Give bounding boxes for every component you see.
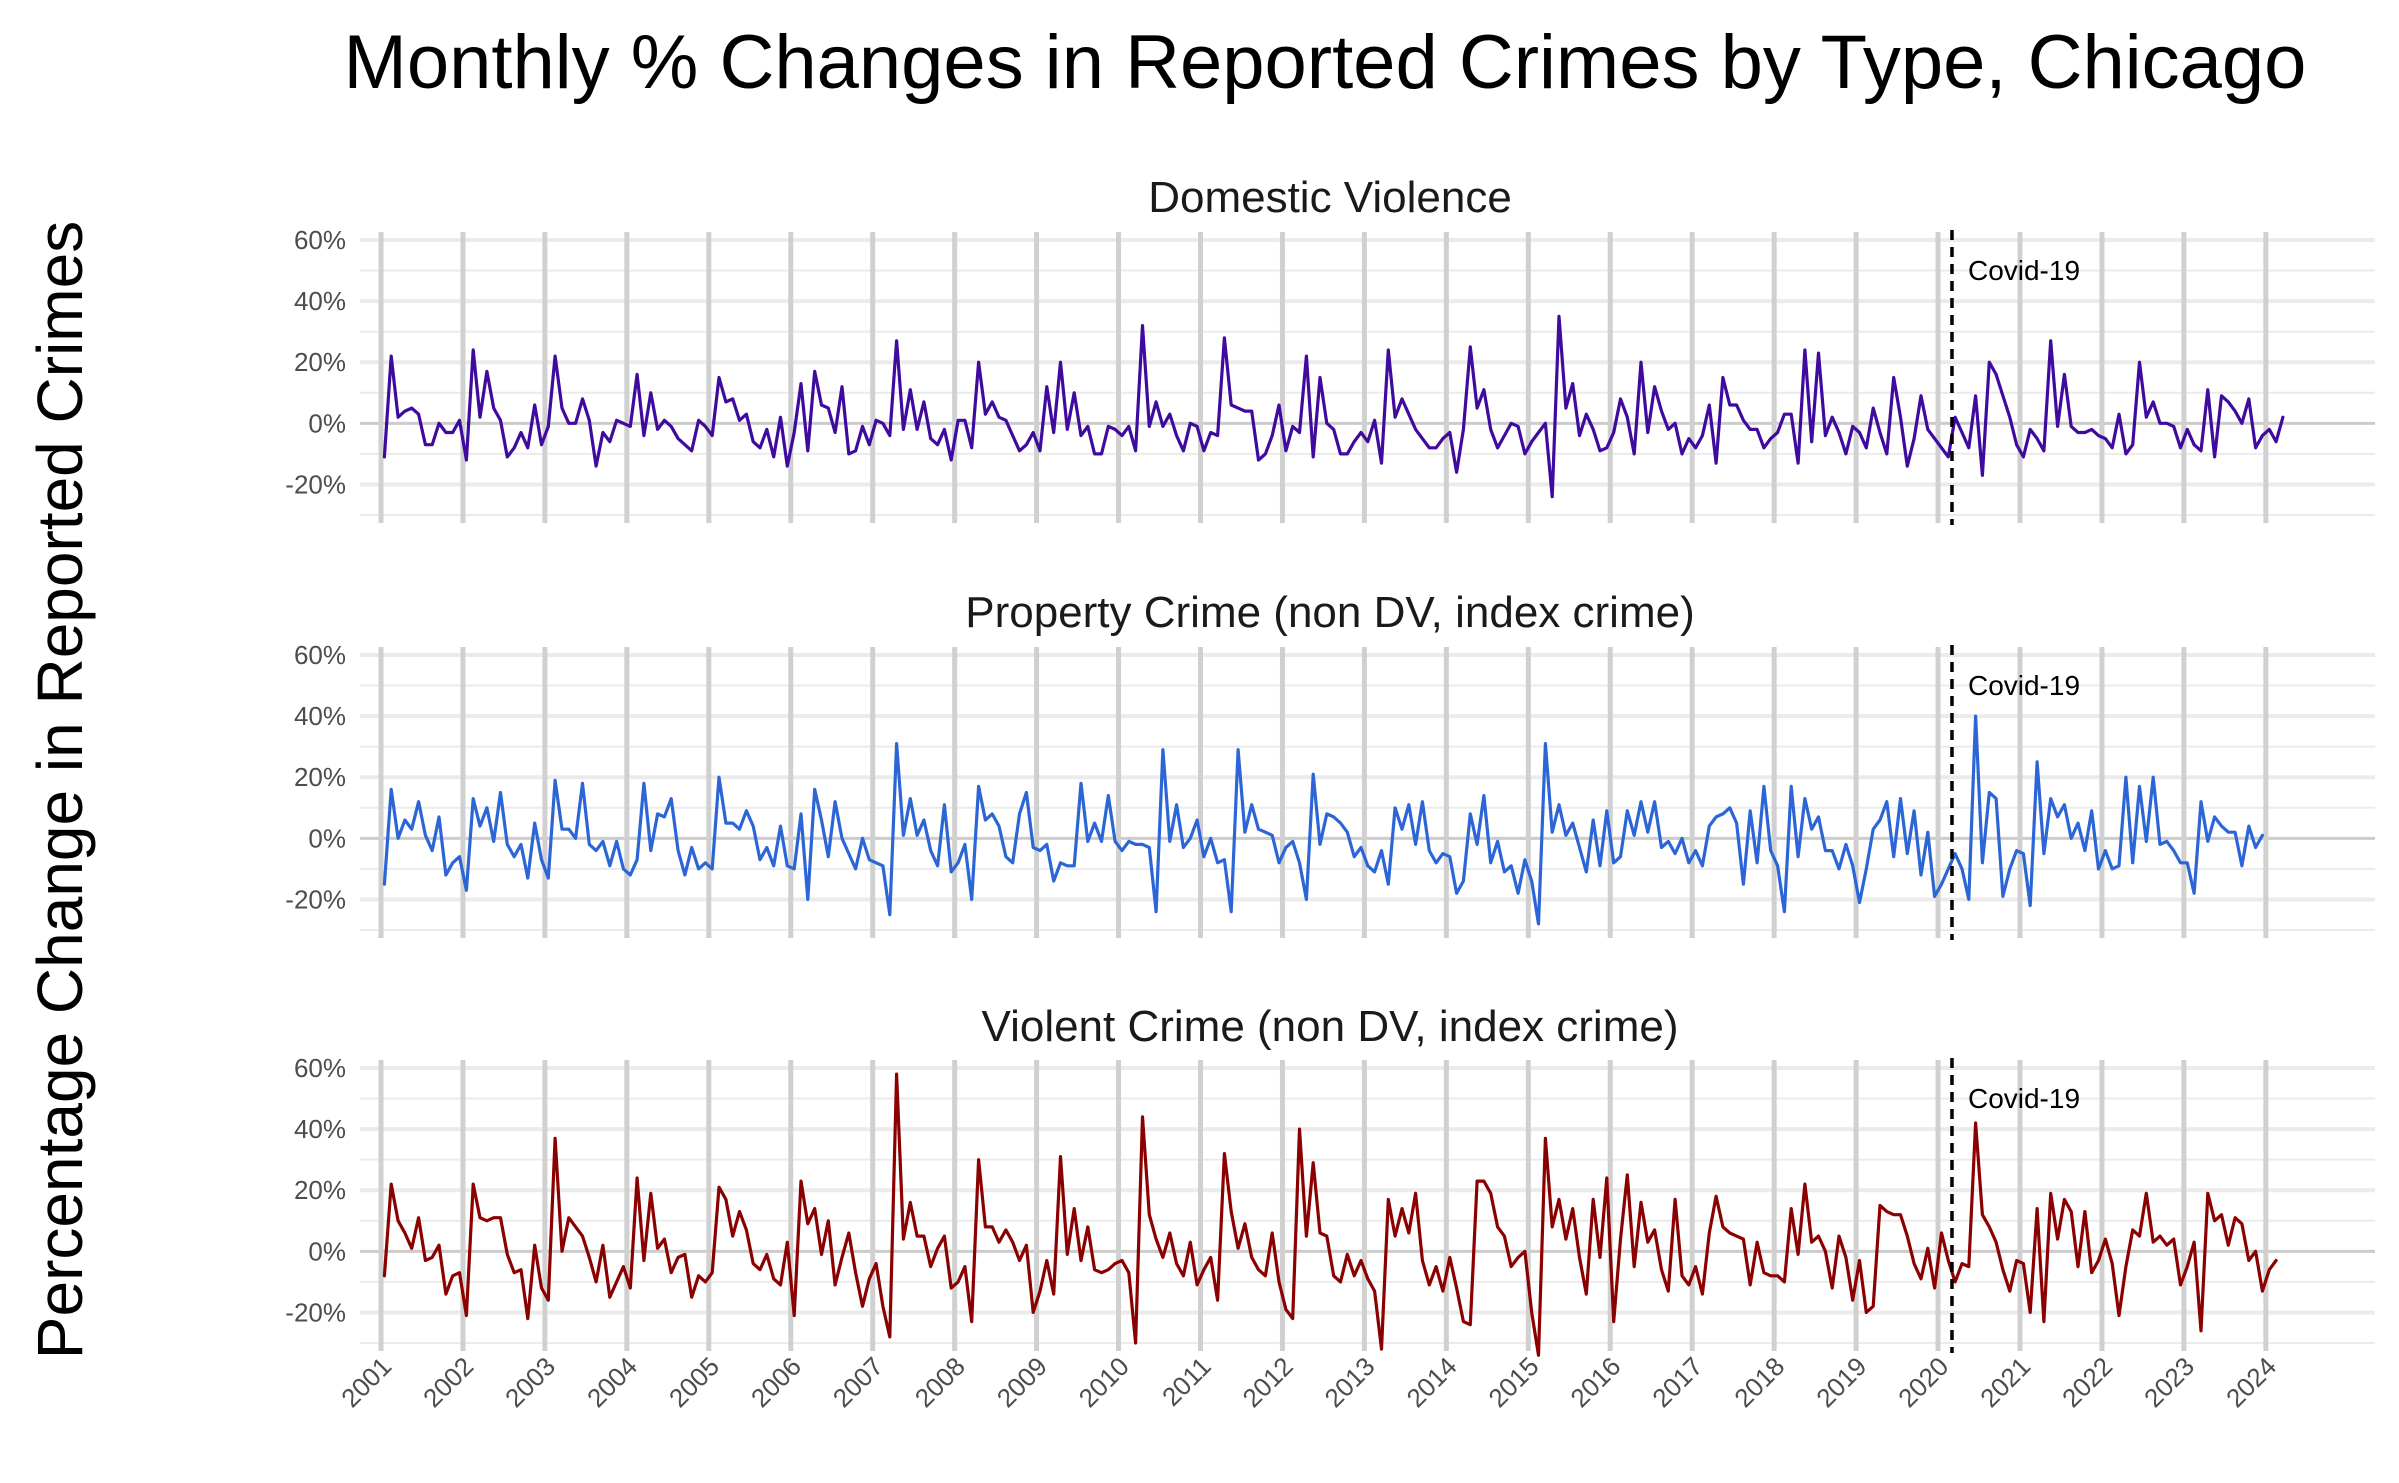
y-tick-label: 20% — [294, 347, 346, 377]
y-axis-label: Percentage Change in Reported Crimes — [24, 221, 96, 1359]
y-tick-label: 40% — [294, 1114, 346, 1144]
panel-title: Property Crime (non DV, index crime) — [965, 588, 1695, 637]
panel-title: Violent Crime (non DV, index crime) — [982, 1002, 1679, 1051]
covid-label: Covid-19 — [1968, 670, 2080, 701]
panel-1: -20% 0% 20% 40% 60% Domestic Violence Covid-19 — [285, 173, 2375, 525]
series-line-1 — [382, 314, 2285, 499]
panel-3: -20% 0% 20% 40% 60% Violent Crime (non DV, in… — [285, 1002, 2375, 1357]
y-tick-label: 60% — [294, 640, 346, 670]
y-tick-label: 0% — [308, 408, 346, 438]
y-tick-label: -20% — [285, 884, 346, 914]
y-tick-label: 60% — [294, 1053, 346, 1083]
y-tick-label: 40% — [294, 286, 346, 316]
series-line-2 — [382, 714, 2264, 926]
y-tick-label: -20% — [285, 469, 346, 499]
covid-label: Covid-19 — [1968, 1083, 2080, 1114]
y-tick-label: 0% — [308, 823, 346, 853]
panel-2: -20% 0% 20% 40% 60% Property Crime (non DV, i… — [285, 588, 2375, 940]
panels: -20% 0% 20% 40% 60% Domestic Violence Covid-19… — [285, 173, 2375, 1357]
y-tick-label: 20% — [294, 1175, 346, 1205]
covid-label: Covid-19 — [1968, 255, 2080, 286]
y-tick-label: 20% — [294, 762, 346, 792]
y-tick-label: 0% — [308, 1236, 346, 1266]
chart-title: Monthly % Changes in Reported Crimes by … — [344, 20, 2307, 105]
y-tick-label: -20% — [285, 1297, 346, 1327]
panel-title: Domestic Violence — [1148, 173, 1512, 222]
y-tick-label: 60% — [294, 225, 346, 255]
series-line-3 — [382, 1072, 2278, 1357]
y-tick-label: 40% — [294, 701, 346, 731]
